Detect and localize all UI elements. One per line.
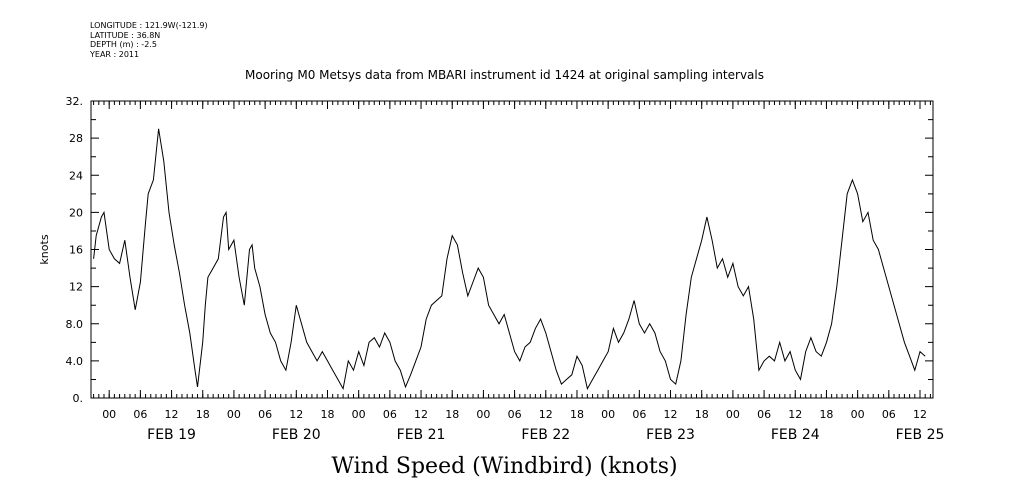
x-tick-label: 00	[726, 408, 740, 421]
latitude-text: LATITUDE : 36.8N	[90, 30, 161, 40]
x-tick-label: 18	[819, 408, 833, 421]
x-tick-label: 12	[414, 408, 428, 421]
y-tick-label: 0.	[73, 392, 84, 405]
y-tick-label: 16	[69, 244, 83, 257]
depth-text: DEPTH (m) : -2.5	[90, 40, 157, 49]
x-tick-label: 12	[788, 408, 802, 421]
x-tick-label: 00	[102, 408, 116, 421]
plot-frame	[90, 100, 934, 399]
x-minor-ticks	[93, 101, 931, 398]
x-tick-label: 00	[476, 408, 490, 421]
longitude-text: LONGITUDE : 121.9W(-121.9)	[90, 21, 208, 30]
x-tick-label: 06	[882, 408, 896, 421]
chart-title: Mooring M0 Metsys data from MBARI instru…	[245, 68, 764, 82]
x-tick-label: 12	[165, 408, 179, 421]
year-text: YEAR : 2011	[90, 49, 140, 59]
x-tick-label: 12	[539, 408, 553, 421]
x-tick-label: 00	[352, 408, 366, 421]
x-day-label: FEB 23	[646, 427, 695, 443]
x-day-label: FEB 22	[521, 427, 570, 443]
x-tick-label: 18	[445, 408, 459, 421]
x-day-label: FEB 21	[397, 427, 446, 443]
x-day-label: FEB 19	[147, 427, 196, 443]
x-tick-label: 06	[258, 408, 272, 421]
x-day-label: FEB 20	[272, 427, 321, 443]
x-tick-label: 12	[913, 408, 927, 421]
x-tick-label: 12	[289, 408, 303, 421]
axis-ticks	[91, 100, 933, 399]
x-tick-label: 06	[508, 408, 522, 421]
y-tick-label: 28	[69, 132, 83, 145]
x-tick-label: 00	[851, 408, 865, 421]
axis-labels: 00 06 12 18 00 06 12 18 00 06 12 18 00 06 12 18 00 06 12 18…	[66, 95, 945, 443]
wind-speed-line	[93, 128, 926, 391]
x-tick-label: 06	[632, 408, 646, 421]
y-tick-label: 24	[69, 169, 83, 182]
x-tick-label: 18	[570, 408, 584, 421]
y-tick-label: 4.0	[66, 355, 84, 368]
y-axis-label: knots	[38, 234, 51, 264]
y-tick-label: 8.0	[66, 318, 84, 331]
x-tick-label: 00	[227, 408, 241, 421]
x-tick-label: 06	[133, 408, 147, 421]
x-day-label: FEB 25	[896, 427, 945, 443]
y-tick-label: 32.	[66, 95, 84, 108]
x-tick-label: 18	[320, 408, 334, 421]
x-axis-label: Wind Speed (Windbird) (knots)	[331, 454, 678, 479]
y-tick-label: 12	[69, 281, 83, 294]
x-tick-label: 06	[757, 408, 771, 421]
x-tick-label: 00	[601, 408, 615, 421]
x-tick-label: 18	[196, 408, 210, 421]
x-tick-label: 18	[695, 408, 709, 421]
y-tick-label: 20	[69, 206, 83, 219]
mooring-metadata: LONGITUDE : 121.9W(-121.9) LATITUDE : 36…	[90, 21, 208, 59]
x-tick-label: 12	[664, 408, 678, 421]
x-tick-label: 06	[383, 408, 397, 421]
y-ticks	[91, 100, 933, 399]
x-day-label: FEB 24	[771, 427, 820, 443]
